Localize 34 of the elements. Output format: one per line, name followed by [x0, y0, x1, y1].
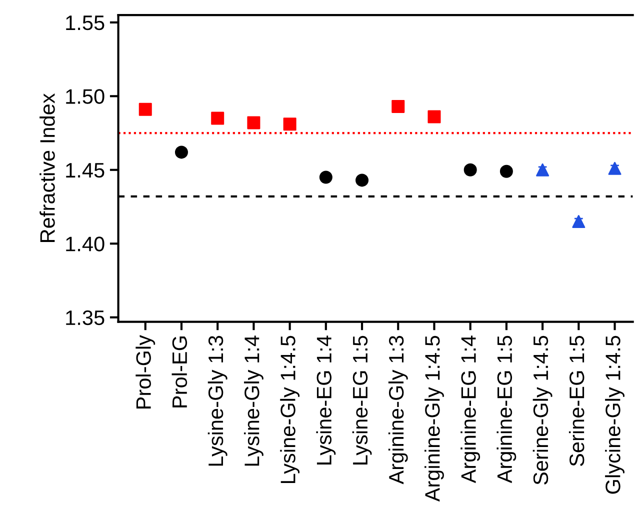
x-tick-label: Serine-Gly 1:4.5: [532, 336, 552, 485]
x-tick-label: Lysine-EG 1:4: [316, 336, 336, 464]
y-tick-label: 1.50: [66, 89, 104, 104]
point: [356, 174, 369, 187]
x-tick-label: Arginine-Gly 1:3: [388, 336, 408, 484]
x-tick-label: Arginine-EG 1:5: [496, 336, 516, 484]
x-tick-label: Arginine-Gly 1:4.5: [424, 336, 444, 502]
x-tick-label: Lysine-Gly 1:4.5: [280, 336, 300, 484]
y-tick-label: 1.45: [66, 163, 104, 178]
point: [536, 163, 550, 176]
x-tick-label: Lysine-Gly 1:3: [208, 336, 228, 466]
x-tick-label: Prol-EG: [172, 336, 188, 408]
y-tick-label: 1.55: [66, 16, 104, 30]
point: [500, 164, 513, 178]
y-tick-label: 1.35: [66, 310, 104, 326]
point: [572, 215, 586, 228]
point: [428, 110, 441, 124]
point: [174, 146, 188, 159]
y-axis-title: Refractive Index: [40, 93, 55, 242]
x-tick-label: Arginine-EG 1:4: [460, 336, 480, 484]
x-tick-label: Serine-EG 1:5: [568, 336, 584, 466]
point: [138, 102, 152, 116]
point: [283, 118, 296, 131]
point: [319, 170, 332, 184]
x-tick-label: Lysine-EG 1:5: [352, 336, 372, 464]
x-tick-label: Prol-Gly: [136, 335, 156, 408]
x-tick-label: Glycine-Gly 1:4.5: [605, 336, 624, 494]
point: [247, 116, 260, 130]
point: [464, 163, 477, 176]
point: [608, 162, 622, 175]
point: [211, 112, 224, 125]
x-tick-label: Lysine-Gly 1:4: [244, 336, 264, 466]
y-tick-label: 1.40: [66, 236, 104, 252]
point: [392, 100, 405, 113]
